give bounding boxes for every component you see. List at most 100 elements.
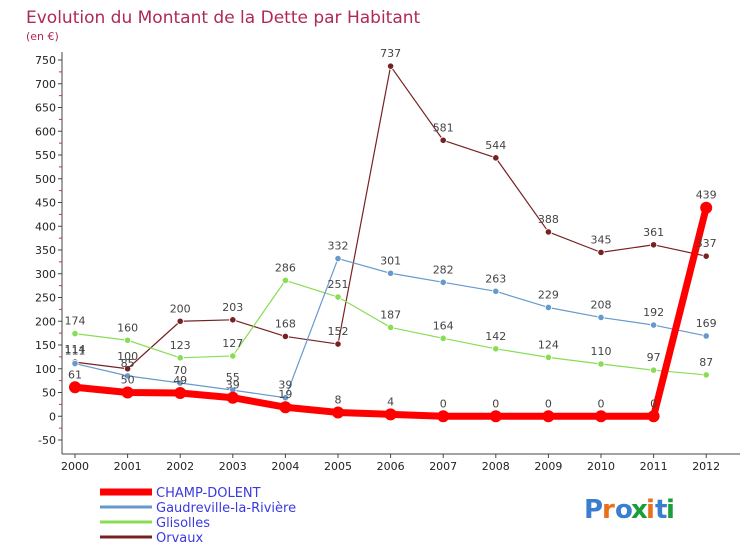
data-label: 39 xyxy=(226,379,240,392)
data-point xyxy=(279,401,292,414)
y-tick-label: 100 xyxy=(35,363,56,376)
data-point xyxy=(229,352,237,360)
data-label: 345 xyxy=(591,233,612,246)
data-point xyxy=(124,372,132,380)
data-point xyxy=(492,154,500,162)
y-tick-label: 250 xyxy=(35,292,56,305)
data-point xyxy=(281,332,289,341)
y-tick-label: 600 xyxy=(35,125,56,138)
y-tick-label: 150 xyxy=(35,339,56,352)
data-label: 208 xyxy=(591,298,612,311)
x-tick-label: 2008 xyxy=(482,460,510,473)
data-point xyxy=(647,410,660,423)
data-point xyxy=(649,321,658,329)
x-tick-label: 2011 xyxy=(640,460,668,473)
data-label: 187 xyxy=(380,308,401,321)
logo-letter: r xyxy=(602,495,615,525)
y-tick-label: 700 xyxy=(35,78,56,91)
data-label: 0 xyxy=(598,397,605,410)
data-label: 100 xyxy=(117,350,138,363)
data-label: 168 xyxy=(275,317,296,330)
data-point xyxy=(386,62,395,70)
x-tick-label: 2012 xyxy=(692,460,720,473)
data-label: 4 xyxy=(387,395,394,408)
data-label: 439 xyxy=(696,189,717,202)
data-point xyxy=(492,287,500,295)
data-point xyxy=(124,365,132,373)
legend: CHAMP-DOLENTGaudreville-la-RivièreGlisol… xyxy=(100,486,296,546)
proxiti-logo: Pr oxi ti xyxy=(584,495,675,525)
y-tick-label: 400 xyxy=(35,220,56,233)
data-label: 337 xyxy=(696,237,717,250)
data-label: 152 xyxy=(328,325,349,338)
data-label: 0 xyxy=(545,397,552,410)
data-label: 169 xyxy=(696,317,717,330)
x-tick-label: 2000 xyxy=(61,460,89,473)
data-point xyxy=(226,391,239,404)
data-point xyxy=(121,386,134,399)
legend-label: Orvaux xyxy=(156,531,203,546)
data-label: 164 xyxy=(433,319,454,332)
data-point xyxy=(71,359,79,368)
logo-letter: i xyxy=(666,495,675,525)
data-label: 97 xyxy=(647,351,661,364)
data-point xyxy=(544,353,553,361)
data-point xyxy=(544,303,553,312)
data-point xyxy=(544,228,553,236)
logo-letter: i xyxy=(646,495,655,525)
data-label: 544 xyxy=(485,139,506,152)
data-point xyxy=(334,254,342,263)
data-point xyxy=(492,345,500,353)
y-tick-label: -50 xyxy=(38,434,56,447)
data-label: 361 xyxy=(643,226,664,239)
logo-letter: t xyxy=(655,495,667,525)
data-label: 301 xyxy=(380,254,401,267)
data-label: 229 xyxy=(538,288,559,301)
chart-title: Evolution du Montant de la Dette par Hab… xyxy=(26,8,421,28)
data-label: 8 xyxy=(335,393,342,406)
legend-label: CHAMP-DOLENT xyxy=(156,486,261,501)
x-tick-label: 2003 xyxy=(219,460,247,473)
data-label: 70 xyxy=(173,364,187,377)
data-point xyxy=(595,410,607,423)
data-label: 124 xyxy=(538,338,559,351)
data-point xyxy=(334,340,342,348)
x-tick-label: 2004 xyxy=(271,460,299,473)
data-label: 251 xyxy=(328,278,349,291)
data-point xyxy=(439,136,447,144)
data-point xyxy=(700,201,713,214)
data-label: 111 xyxy=(65,345,86,358)
data-point xyxy=(71,329,79,338)
data-point xyxy=(439,278,447,286)
data-label: 87 xyxy=(699,356,713,369)
data-label: 85 xyxy=(121,357,135,370)
data-point xyxy=(334,293,342,301)
plot-area: -500501001502002503003504004505005506006… xyxy=(35,47,740,473)
data-label: 39 xyxy=(278,379,292,392)
data-point xyxy=(69,381,81,394)
data-label: 0 xyxy=(440,397,447,410)
chart-subtitle: (en €) xyxy=(26,30,59,43)
data-label: 388 xyxy=(538,213,559,226)
data-label: 0 xyxy=(650,397,657,410)
data-point xyxy=(542,410,555,423)
data-point xyxy=(702,332,710,340)
data-point xyxy=(332,406,344,419)
y-tick-label: 550 xyxy=(35,149,56,162)
x-tick-label: 2010 xyxy=(587,460,615,473)
y-tick-label: 500 xyxy=(35,173,56,186)
x-tick-label: 2001 xyxy=(114,460,142,473)
y-tick-label: 750 xyxy=(35,54,56,67)
data-label: 282 xyxy=(433,263,454,276)
x-tick-label: 2005 xyxy=(324,460,352,473)
x-tick-label: 2006 xyxy=(377,460,405,473)
data-label: 581 xyxy=(433,121,454,134)
data-point xyxy=(702,252,710,260)
data-point xyxy=(229,316,237,324)
data-label: 203 xyxy=(222,301,243,314)
data-label: 127 xyxy=(222,337,243,350)
logo-letter: o xyxy=(615,495,633,525)
data-point xyxy=(176,354,184,362)
